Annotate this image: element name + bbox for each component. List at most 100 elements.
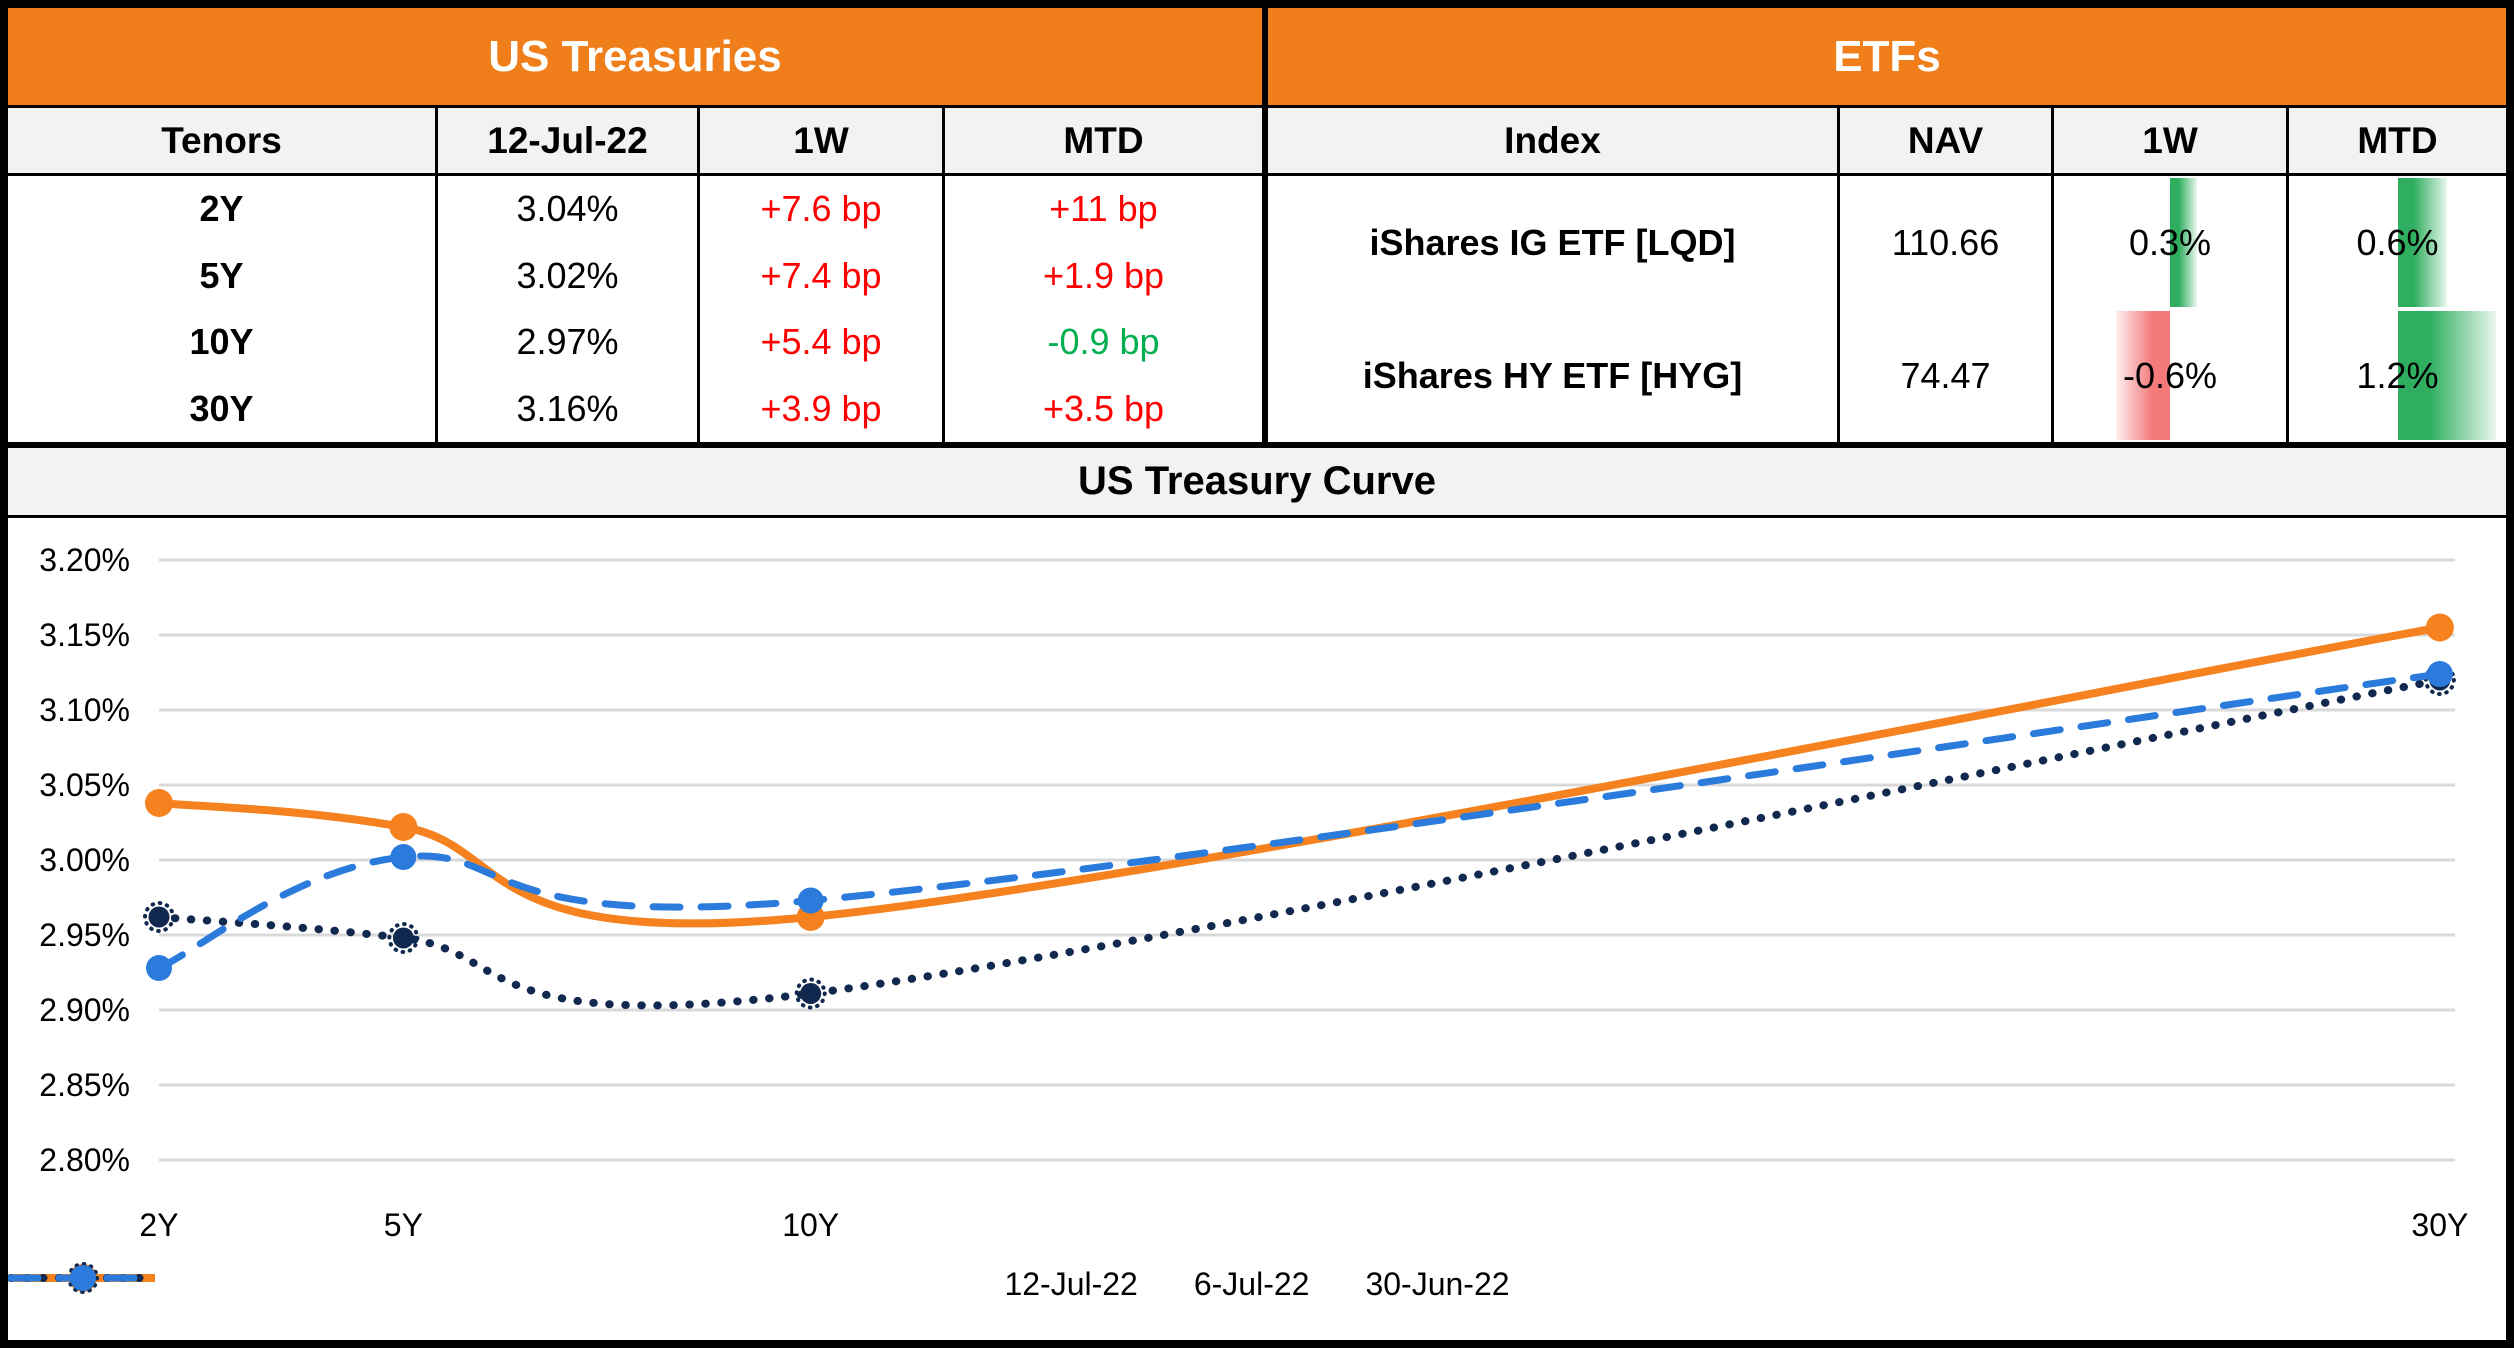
percent-value: 1.2% (2356, 354, 2439, 396)
table-divider (1262, 8, 1268, 442)
change-mtd-cell: +3.5 bp (1042, 387, 1165, 429)
column-header: MTD (2357, 119, 2438, 161)
data-point-marker (145, 789, 173, 817)
chart-legend: 12-Jul-22 6-Jul-22 30-Jun-22 (8, 1256, 2506, 1312)
rate-cell: 3.04% (438, 176, 700, 243)
x-tick-label: 10Y (782, 1207, 839, 1243)
rate-cell: 3.02% (438, 242, 700, 309)
etfs-header-row: Index NAV 1W MTD (1268, 108, 2506, 176)
treasuries-body: 2Y 3.04% +7.6 bp +11 bp 5Y 3.02% +7.4 bp +1.9 b… (8, 176, 1262, 442)
databar-positive (2170, 178, 2197, 307)
data-point-marker (146, 955, 172, 981)
y-axis-labels: 3.20% 3.15% 3.10% 3.05% 3.00% 2.95% 2.90% 2.85%… (39, 542, 130, 1178)
y-tick-label: 3.00% (39, 842, 130, 878)
column-header: 1W (700, 108, 945, 173)
y-tick-label: 3.15% (39, 617, 130, 653)
change-1w-cell: +7.6 bp (700, 176, 945, 243)
change-1w-cell: +3.9 bp (700, 375, 945, 442)
etf-name-cell: iShares HY ETF [HYG] (1268, 309, 1840, 442)
percent-value: -0.6% (2122, 354, 2218, 396)
treasury-row: 30Y 3.16% +3.9 bp +3.5 bp (8, 375, 1262, 442)
change-mtd-cell: -0.9 bp (1047, 321, 1160, 363)
y-tick-label: 3.05% (39, 767, 130, 803)
chart-title: US Treasury Curve (8, 448, 2506, 518)
etf-row: iShares IG ETF [LQD] 110.66 0.3% 0.6% (1268, 176, 2506, 309)
percent-value: 0.6% (2356, 221, 2439, 263)
data-point-marker (389, 813, 418, 841)
rate-cell: 2.97% (438, 309, 700, 376)
column-header: MTD (1063, 119, 1144, 161)
tenor-cell: 30Y (8, 375, 438, 442)
rate-cell: 3.16% (438, 375, 700, 442)
data-point-marker (148, 906, 170, 928)
data-point-marker (797, 887, 824, 914)
tenor-cell: 2Y (8, 176, 438, 243)
series-30-Jun-22 (146, 661, 2453, 981)
treasuries-header-row: Tenors 12-Jul-22 1W MTD (8, 108, 1262, 176)
databar-positive (2397, 311, 2496, 440)
chart-plot-area: 3.20% 3.15% 3.10% 3.05% 3.00% 2.95% 2.90% 2.85%… (39, 542, 2468, 1243)
tenor-cell: 10Y (8, 309, 438, 376)
legend-label: 30-Jun-22 (1365, 1265, 1510, 1302)
data-point-marker (70, 1265, 96, 1291)
series-line (155, 676, 2444, 1010)
change-1w-cell: +5.4 bp (700, 309, 945, 376)
treasury-row: 10Y 2.97% +5.4 bp -0.9 bp (8, 309, 1262, 376)
x-tick-label: 2Y (139, 1207, 178, 1243)
etf-mtd-cell: 1.2% (2289, 309, 2506, 442)
treasury-curve-chart: 3.20% 3.15% 3.10% 3.05% 3.00% 2.95% 2.90% 2.85%… (8, 518, 2506, 1340)
data-point-marker (2425, 613, 2454, 642)
legend-item: 12-Jul-22 (11, 1264, 1138, 1303)
nav-cell: 74.47 (1840, 309, 2054, 442)
etfs-table: ETFs Index NAV 1W MTD iShares IG ETF [LQD] 1… (1268, 8, 2506, 442)
summary-tables: US Treasuries Tenors 12-Jul-22 1W MTD 2Y 3.0… (8, 8, 2506, 448)
legend-label: 12-Jul-22 (1004, 1265, 1138, 1302)
series-line (155, 670, 2444, 972)
etf-1w-cell: 0.3% (2054, 176, 2289, 309)
column-header: NAV (1840, 108, 2054, 173)
legend-label: 6-Jul-22 (1193, 1265, 1310, 1302)
percent-value: 0.3% (2128, 221, 2212, 263)
legend-item: 6-Jul-22 (8, 1262, 1310, 1303)
change-mtd-cell: +1.9 bp (1042, 254, 1165, 296)
y-tick-label: 3.10% (39, 692, 130, 728)
column-header: Tenors (8, 108, 438, 173)
column-header: 12-Jul-22 (438, 108, 700, 173)
treasuries-title: US Treasuries (8, 8, 1262, 108)
tenor-cell: 5Y (8, 242, 438, 309)
x-tick-label: 5Y (384, 1207, 423, 1243)
data-point-marker-ring (387, 922, 420, 954)
nav-cell: 110.66 (1840, 176, 2054, 309)
databar-negative (2116, 311, 2170, 440)
etf-name-cell: iShares IG ETF [LQD] (1268, 176, 1840, 309)
etf-1w-cell: -0.6% (2054, 309, 2289, 442)
data-point-marker-ring (143, 901, 175, 933)
y-tick-label: 3.20% (39, 542, 130, 578)
data-point-marker (800, 983, 822, 1004)
treasury-row: 5Y 3.02% +7.4 bp +1.9 bp (8, 242, 1262, 309)
treasury-row: 2Y 3.04% +7.6 bp +11 bp (8, 176, 1262, 243)
series-12-Jul-22 (145, 613, 2454, 931)
gridlines (159, 558, 2455, 1162)
legend-item: 30-Jun-22 (8, 1265, 1510, 1303)
etfs-body: iShares IG ETF [LQD] 110.66 0.3% 0.6% iShare… (1268, 176, 2506, 442)
y-tick-label: 2.85% (39, 1067, 130, 1103)
data-point-marker-ring (794, 977, 827, 1010)
treasuries-table: US Treasuries Tenors 12-Jul-22 1W MTD 2Y 3.0… (8, 8, 1262, 442)
etf-mtd-cell: 0.6% (2289, 176, 2506, 309)
x-axis-labels: 2Y 5Y 10Y 30Y (139, 1207, 2468, 1243)
y-tick-label: 2.80% (39, 1142, 130, 1178)
etfs-title: ETFs (1268, 8, 2506, 108)
y-tick-label: 2.90% (39, 992, 130, 1028)
change-mtd-cell: +11 bp (1049, 188, 1158, 230)
etf-row: iShares HY ETF [HYG] 74.47 -0.6% 1.2% (1268, 309, 2506, 442)
column-header: Index (1268, 108, 1840, 173)
data-point-marker (390, 844, 417, 870)
x-tick-label: 30Y (2411, 1207, 2468, 1243)
legend-swatch (8, 1265, 158, 1291)
databar-positive (2397, 178, 2447, 307)
y-tick-label: 2.95% (39, 917, 130, 953)
change-1w-cell: +7.4 bp (700, 242, 945, 309)
data-point-marker (392, 927, 414, 949)
